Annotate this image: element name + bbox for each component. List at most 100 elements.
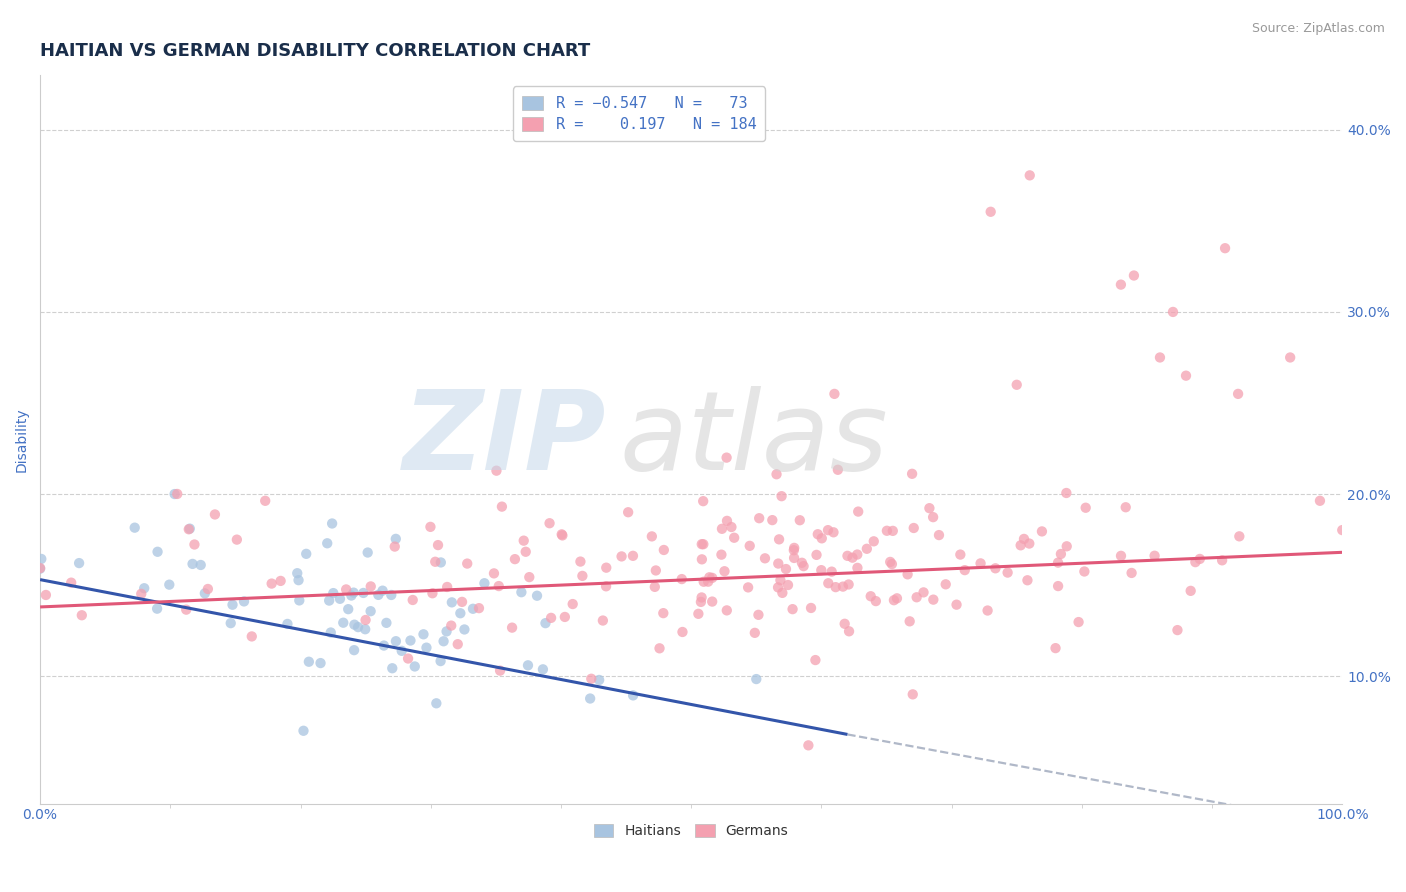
- Point: [692, 494, 714, 508]
- Point: [425, 696, 447, 710]
- Point: [1067, 615, 1090, 629]
- Point: [384, 540, 406, 554]
- Point: [783, 543, 806, 558]
- Point: [440, 595, 463, 609]
- Point: [517, 658, 540, 673]
- Point: [1073, 565, 1095, 579]
- Point: [329, 591, 352, 606]
- Point: [197, 582, 219, 596]
- Point: [337, 602, 360, 616]
- Point: [177, 522, 200, 536]
- Point: [776, 578, 799, 592]
- Point: [770, 489, 793, 503]
- Point: [287, 573, 309, 587]
- Point: [702, 571, 724, 585]
- Point: [380, 588, 402, 602]
- Point: [644, 580, 666, 594]
- Point: [451, 595, 474, 609]
- Point: [1074, 500, 1097, 515]
- Point: [1184, 555, 1206, 569]
- Point: [738, 539, 761, 553]
- Point: [343, 617, 366, 632]
- Point: [354, 613, 377, 627]
- Point: [367, 588, 389, 602]
- Point: [474, 576, 496, 591]
- Point: [644, 564, 666, 578]
- Point: [436, 624, 458, 639]
- Point: [375, 615, 398, 630]
- Point: [295, 547, 318, 561]
- Point: [260, 576, 283, 591]
- Point: [768, 557, 790, 571]
- Point: [1047, 556, 1070, 570]
- Point: [690, 595, 713, 609]
- Point: [1213, 241, 1236, 255]
- Point: [949, 548, 972, 562]
- Point: [515, 545, 537, 559]
- Point: [856, 541, 879, 556]
- Point: [770, 586, 793, 600]
- Point: [621, 549, 644, 563]
- Point: [761, 513, 783, 527]
- Point: [538, 516, 561, 531]
- Point: [1056, 539, 1078, 553]
- Point: [1122, 268, 1144, 283]
- Point: [621, 689, 644, 703]
- Point: [723, 531, 745, 545]
- Point: [837, 549, 859, 563]
- Point: [391, 644, 413, 658]
- Point: [419, 520, 441, 534]
- Point: [412, 627, 434, 641]
- Point: [1012, 532, 1035, 546]
- Point: [1211, 553, 1233, 567]
- Point: [838, 624, 860, 639]
- Point: [501, 621, 523, 635]
- Point: [879, 555, 901, 569]
- Point: [316, 536, 339, 550]
- Point: [1018, 169, 1040, 183]
- Point: [440, 618, 463, 632]
- Point: [276, 616, 298, 631]
- Point: [489, 664, 512, 678]
- Point: [804, 653, 827, 667]
- Point: [810, 532, 832, 546]
- Point: [901, 467, 924, 481]
- Point: [690, 591, 713, 605]
- Point: [765, 467, 787, 482]
- Point: [352, 586, 374, 600]
- Point: [1188, 552, 1211, 566]
- Point: [1017, 574, 1039, 588]
- Point: [595, 560, 617, 574]
- Point: [648, 641, 671, 656]
- Point: [817, 523, 839, 537]
- Point: [922, 592, 945, 607]
- Point: [35, 588, 58, 602]
- Point: [561, 597, 583, 611]
- Point: [789, 513, 811, 527]
- Point: [782, 602, 804, 616]
- Point: [862, 534, 884, 549]
- Point: [1309, 493, 1331, 508]
- Point: [768, 533, 790, 547]
- Point: [531, 662, 554, 676]
- Point: [1018, 536, 1040, 550]
- Point: [876, 524, 898, 538]
- Point: [737, 581, 759, 595]
- Point: [491, 500, 513, 514]
- Point: [1054, 486, 1077, 500]
- Point: [617, 505, 640, 519]
- Point: [1175, 368, 1198, 383]
- Point: [482, 566, 505, 581]
- Point: [357, 545, 380, 559]
- Point: [790, 556, 813, 570]
- Point: [517, 570, 540, 584]
- Point: [1227, 529, 1250, 543]
- Point: [60, 575, 83, 590]
- Point: [360, 604, 382, 618]
- Point: [783, 541, 806, 555]
- Point: [285, 566, 308, 581]
- Point: [373, 639, 395, 653]
- Point: [716, 603, 738, 617]
- Point: [354, 622, 377, 636]
- Point: [371, 583, 394, 598]
